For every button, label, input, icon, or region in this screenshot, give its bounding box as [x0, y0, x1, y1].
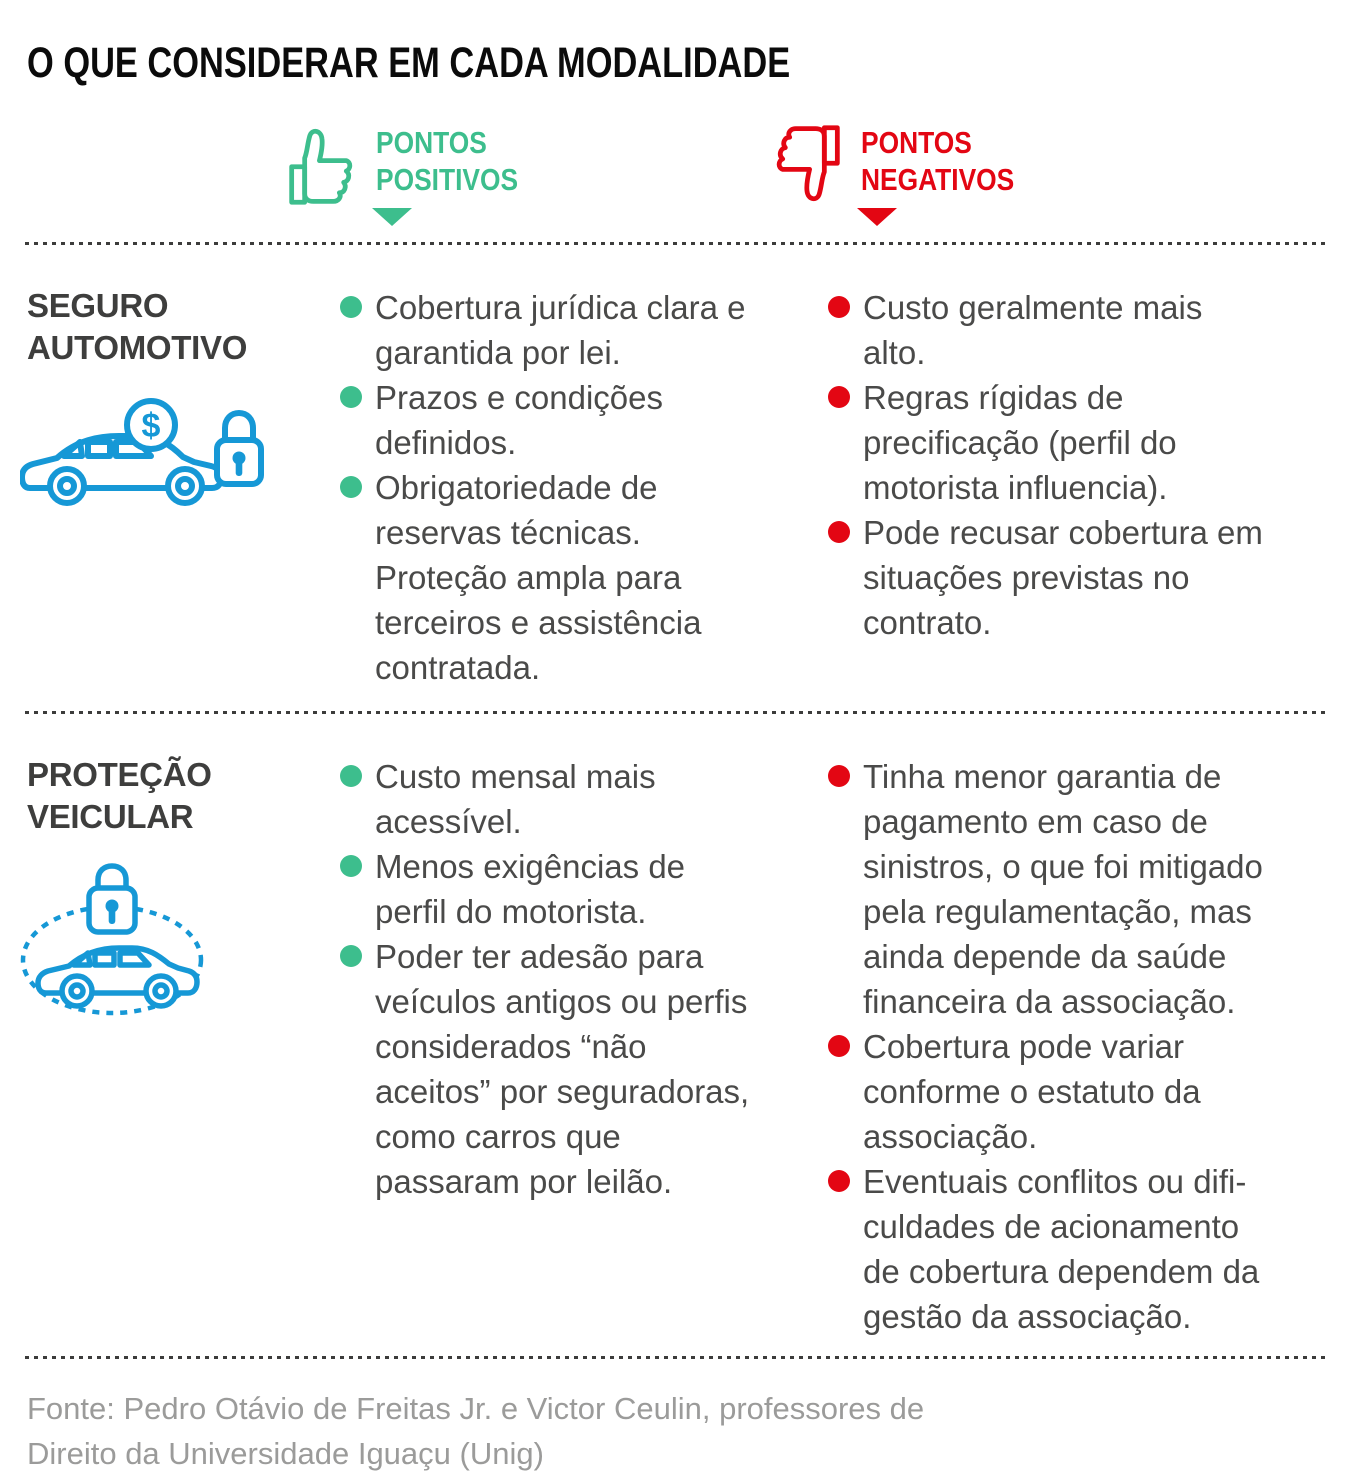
list-item: Cobertura jurídica clara e garantida por…	[340, 285, 765, 375]
legend-negative: PONTOS NEGATIVOS	[768, 120, 1061, 226]
triangle-down-icon	[372, 208, 412, 226]
red-bullet-icon	[828, 521, 850, 543]
source-credit: Fonte: Pedro Otávio de Freitas Jr. e Vic…	[27, 1391, 925, 1471]
negative-points-list: Custo geralmente mais alto. Regras rígid…	[828, 285, 1273, 711]
green-bullet-icon	[340, 476, 362, 498]
list-item: Obrigatoriedade de reservas técnicas. Pr…	[340, 465, 765, 690]
green-bullet-icon	[340, 386, 362, 408]
positive-points-list: Cobertura jurídica clara e garantida por…	[340, 285, 765, 711]
green-bullet-icon	[340, 945, 362, 967]
section-title: SEGURO AUTOMOTIVO	[27, 287, 248, 366]
section-left-column: PROTEÇÃO VEICULAR	[27, 754, 340, 1356]
section-title: PROTEÇÃO VEICULAR	[27, 756, 212, 835]
car-padlock-dashed-icon	[17, 858, 340, 1016]
green-bullet-icon	[340, 296, 362, 318]
car-coin-padlock-icon	[20, 398, 340, 510]
page-title: O QUE CONSIDERAR EM CADA MODALIDADE	[27, 39, 791, 87]
list-item: Tinha menor garantia de pagamento em cas…	[828, 754, 1273, 1024]
list-item: Cobertura pode variar conforme o estatut…	[828, 1024, 1273, 1159]
section-seguro-automotivo: SEGURO AUTOMOTIVO Cobertura jurídica cla…	[0, 242, 1351, 711]
list-item: Custo mensal mais acessível.	[340, 754, 765, 844]
section-protecao-veicular: PROTEÇÃO VEICULAR Custo mensal mais aces…	[0, 711, 1351, 1356]
dotted-divider	[25, 711, 1330, 714]
thumbs-down-icon	[768, 120, 846, 210]
thumbs-up-icon	[283, 120, 361, 210]
list-item: Eventuais conflitos ou difi­culdades de …	[828, 1159, 1273, 1339]
triangle-down-icon	[857, 208, 897, 226]
red-bullet-icon	[828, 765, 850, 787]
list-item: Regras rígidas de precificação (perfil d…	[828, 375, 1273, 510]
list-item: Menos exigências de perfil do motorista.	[340, 844, 765, 934]
red-bullet-icon	[828, 1035, 850, 1057]
legend-positive: PONTOS POSITIVOS	[283, 120, 576, 226]
red-bullet-icon	[828, 296, 850, 318]
list-item: Prazos e condições definidos.	[340, 375, 765, 465]
legend-negative-label: PONTOS NEGATIVOS	[861, 125, 1015, 197]
green-bullet-icon	[340, 765, 362, 787]
list-item: Pode recusar cobertura em situações prev…	[828, 510, 1273, 645]
red-bullet-icon	[828, 1170, 850, 1192]
positive-points-list: Custo mensal mais acessível. Menos exigê…	[340, 754, 765, 1356]
negative-points-list: Tinha menor garantia de pagamento em cas…	[828, 754, 1273, 1356]
list-item: Poder ter adesão para veículos antigos o…	[340, 934, 765, 1204]
dotted-divider	[25, 1356, 1330, 1359]
legend-positive-label: PONTOS POSITIVOS	[376, 125, 519, 197]
section-left-column: SEGURO AUTOMOTIVO	[27, 285, 340, 711]
dotted-divider	[25, 242, 1330, 245]
list-item: Custo geralmente mais alto.	[828, 285, 1273, 375]
red-bullet-icon	[828, 386, 850, 408]
legend-header: PONTOS POSITIVOS PONTOS NEGATIVOS	[0, 120, 1351, 242]
green-bullet-icon	[340, 855, 362, 877]
